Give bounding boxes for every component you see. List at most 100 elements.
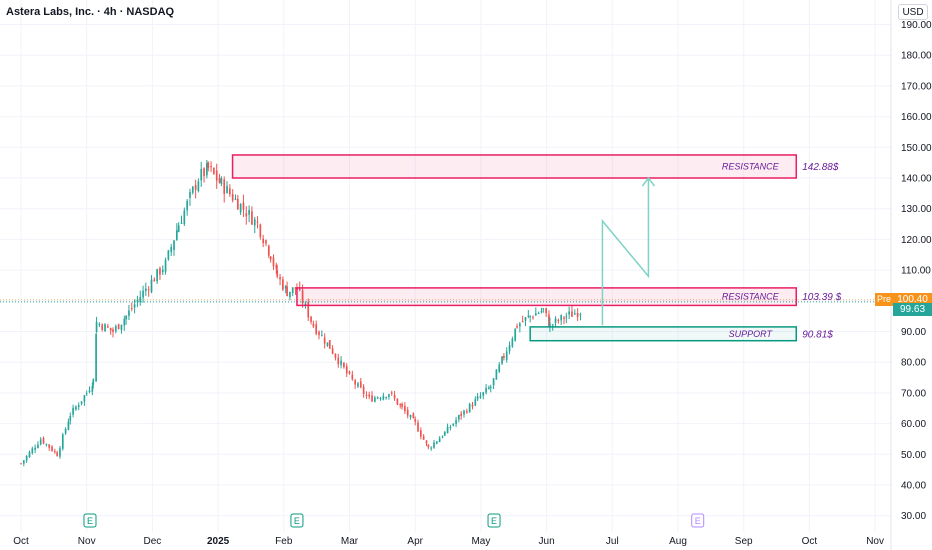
candle-body <box>340 360 342 365</box>
zones: RESISTANCE 142.88$ RESISTANCE 103.39 $ SUPPO… <box>231 154 842 342</box>
candle-body <box>48 444 51 448</box>
candle-body <box>337 357 340 365</box>
candle-body <box>427 444 430 448</box>
candle-body <box>161 269 164 273</box>
candle-body <box>508 345 511 352</box>
candle-body <box>479 395 482 398</box>
currency-button[interactable]: USD <box>898 4 928 20</box>
candle-body <box>213 167 215 174</box>
candle-body <box>495 369 498 380</box>
candle-body <box>565 316 568 318</box>
candle-body <box>279 277 281 280</box>
candle-body <box>197 181 200 191</box>
time-tick-label: Nov <box>78 536 96 547</box>
candle-body <box>534 313 537 316</box>
price-tick-label: 110.00 <box>901 266 931 277</box>
candle-body <box>348 371 351 374</box>
time-tick-label: Nov <box>866 536 884 547</box>
candle-body <box>343 362 345 368</box>
time-tick-label: Aug <box>669 536 687 547</box>
candle-body <box>231 194 234 201</box>
candle-body <box>183 210 186 225</box>
candle-body <box>492 378 495 386</box>
candle-body <box>256 221 259 223</box>
time-tick-label: Apr <box>407 536 423 547</box>
support-zone <box>529 326 798 342</box>
candle-body <box>498 364 501 372</box>
price-tick-label: 60.00 <box>901 419 926 430</box>
candle-body <box>67 421 70 430</box>
candle-body <box>123 318 126 326</box>
candle-body <box>354 380 356 385</box>
candle-body <box>357 383 359 387</box>
candle-body <box>282 279 284 290</box>
candle-body <box>527 315 530 317</box>
candle-body <box>433 442 435 448</box>
candle-body <box>551 324 554 326</box>
candle-body <box>501 356 503 364</box>
candle-body <box>95 321 98 333</box>
candle-body <box>385 396 388 398</box>
price-tick-label: 30.00 <box>901 511 926 522</box>
candle-body <box>430 447 433 449</box>
candle-body <box>399 404 402 406</box>
candle-body <box>75 406 77 410</box>
candle-body <box>294 287 297 290</box>
candle-body <box>128 310 130 316</box>
candle-body <box>245 213 248 217</box>
candle-body <box>521 321 524 323</box>
candle-body <box>540 311 543 313</box>
candle-body <box>253 219 256 226</box>
candle-body <box>170 246 173 253</box>
candle-body <box>220 178 223 184</box>
candle-body <box>265 240 267 244</box>
candle-body <box>101 324 104 330</box>
last-price: 99.63 <box>893 303 932 317</box>
time-tick-label: 2025 <box>207 536 230 547</box>
candle-body <box>409 414 412 418</box>
candle-body <box>56 452 58 457</box>
candle-body <box>207 162 210 168</box>
candle-body <box>120 324 123 331</box>
price-tick-label: 180.00 <box>901 51 932 62</box>
candle-body <box>455 420 457 425</box>
candle-body <box>576 312 579 318</box>
candle-body <box>150 279 153 293</box>
candle-body <box>310 316 312 322</box>
pre-market-price: 100.40 <box>893 293 932 307</box>
candle-body <box>92 379 95 385</box>
projection-path <box>601 178 650 326</box>
candle-body <box>579 314 582 316</box>
candlestick-series <box>20 159 582 467</box>
candle-body <box>133 304 136 308</box>
zone-price-label: 142.88$ <box>802 162 839 173</box>
candle-body <box>549 323 551 327</box>
candle-body <box>39 439 42 445</box>
price-axis[interactable]: 190.00 180.00 170.00 160.00 150.00 140.00 130.… <box>901 20 932 522</box>
candle-body <box>291 287 294 293</box>
candle-body <box>218 177 221 183</box>
candle-body <box>236 198 239 210</box>
candle-body <box>514 328 517 341</box>
candle-body <box>537 313 540 315</box>
candle-body <box>460 413 463 416</box>
candle-body <box>519 323 521 327</box>
candle-body <box>298 287 301 290</box>
candle-body <box>85 393 88 395</box>
time-axis[interactable]: Oct Nov Dec 2025 Feb Mar Apr May Jun Jul Aug Sep Oct… <box>13 536 884 547</box>
candle-body <box>262 238 265 243</box>
candle-body <box>229 188 231 195</box>
symbol-title[interactable]: Astera Labs, Inc. · 4h · NASDAQ <box>6 6 175 18</box>
candle-body <box>95 333 97 382</box>
candle-body <box>210 166 212 168</box>
candle-body <box>194 184 197 190</box>
candle-body <box>180 222 183 224</box>
time-tick-label: Mar <box>341 536 359 547</box>
candle-body <box>406 409 409 416</box>
time-tick-label: Jun <box>539 536 555 547</box>
price-tick-label: 160.00 <box>901 112 932 123</box>
candle-body <box>142 290 144 298</box>
candle-body <box>328 340 331 349</box>
